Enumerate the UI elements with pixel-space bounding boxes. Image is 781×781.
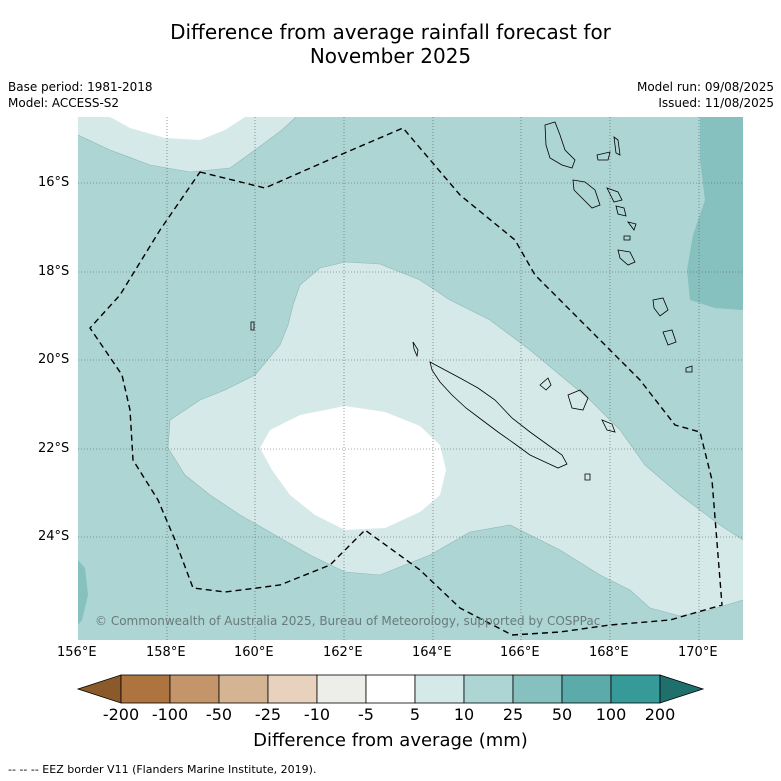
lon-label-164e: 164°E — [412, 645, 452, 660]
colorbar-tick-label: 100 — [595, 705, 627, 724]
model-name: Model: ACCESS-S2 — [8, 96, 120, 110]
colorbar-tick-label: -200 — [102, 705, 140, 724]
contour-5-10-central — [168, 262, 743, 616]
contour-neutral-central — [260, 406, 446, 530]
issued-date: Issued: 11/08/2025 — [658, 96, 774, 110]
colorbar-bin-4 — [267, 674, 318, 704]
contour-25-50-east — [687, 117, 743, 310]
lat-label-16s: 16°S — [38, 175, 70, 190]
colorbar-bin-11 — [610, 674, 661, 704]
gridlines — [78, 117, 743, 640]
new-caledonia — [429, 361, 568, 469]
colorbar-tick-label: 200 — [644, 705, 676, 724]
meta-right: Model run: 09/08/2025 Issued: 11/08/2025 — [637, 79, 774, 111]
lon-label-166e: 166°E — [500, 645, 540, 660]
colorbar-tick-label: 25 — [502, 705, 524, 724]
colorbar-tick-label: -50 — [205, 705, 233, 724]
eez-border — [89, 127, 723, 636]
colorbar-title: Difference from average (mm) — [253, 730, 528, 751]
colorbar-bin-10 — [561, 674, 612, 704]
colorbar-tick-label: 10 — [453, 705, 475, 724]
contour-neutral-north — [110, 117, 245, 140]
colorbar-bin-7 — [414, 674, 465, 704]
lat-label-24s: 24°S — [38, 529, 70, 544]
lon-label-170e: 170°E — [678, 645, 718, 660]
colorbar-bin-9 — [512, 674, 563, 704]
map-title: Difference from average rainfall forecas… — [0, 20, 781, 68]
colorbar-bin-1 — [120, 674, 171, 704]
lat-label-20s: 20°S — [38, 352, 70, 367]
colorbar-bin-6 — [365, 674, 416, 704]
base-period: Base period: 1981-2018 — [8, 80, 153, 94]
colorbar-tick-label: 50 — [551, 705, 573, 724]
copyright-notice: © Commonwealth of Australia 2025, Bureau… — [95, 614, 601, 628]
rainfall-contours — [78, 117, 743, 640]
colorbar-extend-high — [659, 674, 705, 704]
lat-label-22s: 22°S — [38, 441, 70, 456]
colorbar-bin-5 — [316, 674, 367, 704]
colorbar-tick-label: -5 — [358, 705, 374, 724]
colorbar-extend-low — [76, 674, 122, 704]
lat-label-18s: 18°S — [38, 264, 70, 279]
lon-label-156e: 156°E — [57, 645, 97, 660]
model-run: Model run: 09/08/2025 — [636, 80, 774, 94]
colorbar — [76, 674, 705, 704]
vanuatu-espiritu-santo — [544, 121, 576, 169]
lon-label-162e: 162°E — [323, 645, 363, 660]
colorbar-bin-3 — [218, 674, 269, 704]
lon-label-160e: 160°E — [234, 645, 274, 660]
colorbar-bin-2 — [169, 674, 220, 704]
meta-left: Base period: 1981-2018 Model: ACCESS-S2 — [8, 79, 153, 111]
footer-legend: -- -- -- EEZ border V11 (Flanders Marine… — [8, 763, 317, 776]
colorbar-bin-8 — [463, 674, 514, 704]
colorbar-tick-label: 5 — [409, 705, 421, 724]
title-line-1: Difference from average rainfall forecas… — [170, 20, 611, 44]
colorbar-tick-label: -100 — [151, 705, 189, 724]
colorbar-tick-label: -25 — [254, 705, 282, 724]
title-line-2: November 2025 — [309, 44, 472, 68]
lon-label-168e: 168°E — [589, 645, 629, 660]
lon-label-158e: 158°E — [146, 645, 186, 660]
colorbar-tick-label: -10 — [303, 705, 331, 724]
contour-25-50-southwest — [78, 560, 88, 625]
coastlines — [250, 121, 693, 481]
